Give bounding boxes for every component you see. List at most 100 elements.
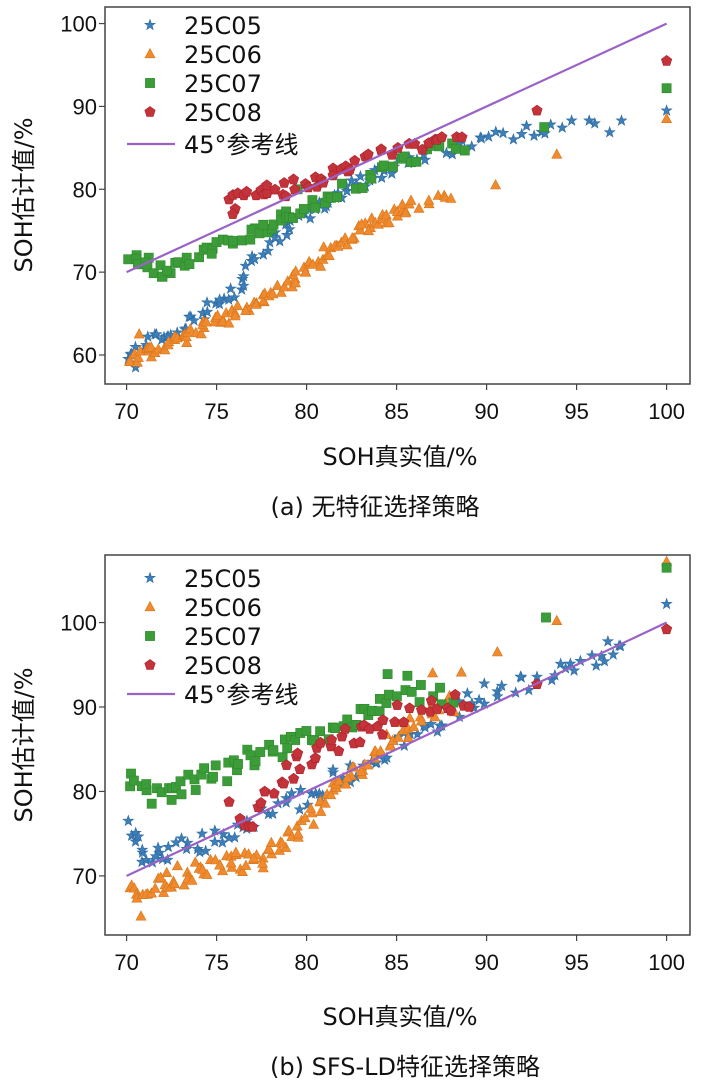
- triangle-marker: [325, 788, 337, 800]
- point-25c05-105: [565, 114, 578, 126]
- triangle-marker: [427, 667, 439, 678]
- pentagon-marker: [377, 714, 389, 725]
- triangle-marker: [661, 112, 673, 124]
- point-25c05-107: [588, 116, 601, 129]
- point-25c08-34: [398, 716, 410, 728]
- point-25c06-104: [392, 731, 404, 742]
- point-25c06-89: [346, 232, 358, 243]
- point-25c05-20: [196, 827, 209, 839]
- square-marker: [208, 771, 218, 782]
- star-marker: [482, 130, 495, 142]
- point-25c05-8: [140, 853, 153, 866]
- point-25c06-122: [661, 112, 673, 124]
- point-25c07-74: [166, 795, 177, 805]
- triangle-marker: [195, 328, 207, 339]
- point-25c07-5: [141, 779, 152, 789]
- point-25c05-88: [495, 679, 508, 692]
- triangle-marker: [132, 351, 144, 362]
- star-marker: [208, 824, 221, 836]
- pentagon-marker: [144, 106, 156, 117]
- square-marker: [357, 183, 368, 193]
- square-marker: [166, 795, 177, 805]
- point-25c06-60: [271, 279, 283, 290]
- point-25c06-110: [400, 206, 412, 218]
- star-marker: [136, 843, 149, 856]
- pentagon-marker: [309, 752, 321, 763]
- point-25c07-59: [381, 698, 392, 708]
- star-marker: [515, 127, 528, 140]
- point-25c07-47: [310, 202, 321, 213]
- point-25c05-94: [482, 130, 495, 142]
- point-25c05-87: [491, 690, 504, 702]
- pentagon-marker: [333, 745, 345, 756]
- triangle-marker: [323, 249, 335, 260]
- point-25c05-66: [345, 174, 358, 186]
- star-marker: [375, 171, 388, 184]
- point-25c07-67: [435, 682, 445, 693]
- square-marker: [233, 759, 243, 769]
- square-marker: [541, 612, 551, 623]
- triangle-marker: [267, 287, 279, 299]
- square-marker: [206, 248, 217, 259]
- point-25c06-119: [445, 192, 457, 203]
- star-marker: [607, 648, 620, 660]
- legend-label-25c08: 25C08: [184, 99, 262, 127]
- star-marker: [143, 571, 157, 584]
- star-marker: [601, 634, 614, 647]
- point-25c06-31: [197, 863, 209, 874]
- triangle-marker: [415, 715, 427, 726]
- star-marker: [615, 114, 628, 126]
- point-25c06-120: [135, 910, 147, 921]
- point-25c07-44: [298, 204, 309, 214]
- point-25c06-107: [402, 731, 414, 743]
- point-25c06-62: [276, 837, 288, 848]
- star-marker: [200, 296, 214, 308]
- triangle-marker: [319, 797, 331, 808]
- point-25c07-51: [332, 192, 342, 203]
- triangle-marker: [292, 828, 304, 839]
- star-marker: [614, 639, 627, 652]
- point-25c08-11: [280, 759, 293, 770]
- point-25c05-84: [478, 697, 491, 709]
- square-marker: [145, 78, 155, 88]
- square-marker: [450, 143, 461, 154]
- square-marker: [399, 151, 410, 162]
- point-25c06-57: [263, 843, 275, 854]
- point-25c07-26: [233, 759, 243, 769]
- point-25c06-75: [315, 260, 327, 271]
- triangle-marker: [223, 317, 235, 328]
- point-25c08-45: [531, 104, 543, 116]
- point-25c08-23: [339, 723, 351, 734]
- point-25c05-105: [598, 654, 611, 667]
- point-25c06-47: [243, 848, 255, 859]
- star-marker: [228, 291, 241, 303]
- point-25c07-39: [290, 735, 301, 745]
- triangle-marker: [445, 192, 457, 203]
- triangle-marker: [263, 843, 275, 854]
- point-25c07-27: [228, 236, 239, 246]
- point-25c06-37: [214, 859, 226, 870]
- panel-b-chart: 70 75 80 85 90 95 100 70 80 90 100 25C05 25C06 25…: [10, 554, 691, 1081]
- x-tick-label: 95: [564, 950, 588, 975]
- legend-marker-25c07: [145, 631, 155, 641]
- triangle-marker: [413, 202, 425, 213]
- point-25c07-31: [255, 747, 266, 757]
- star-marker: [598, 654, 611, 667]
- triangle-marker: [217, 864, 229, 876]
- pentagon-marker: [278, 177, 290, 188]
- point-25c08-38: [425, 694, 437, 706]
- point-25c05-51: [326, 763, 340, 775]
- legend-marker-25c06: [144, 47, 156, 59]
- y-tick-label: 90: [73, 94, 97, 119]
- point-25c07-12: [176, 789, 187, 800]
- point-25c08-42: [449, 688, 461, 700]
- point-25c06-68: [292, 828, 304, 839]
- point-25c05-99: [520, 119, 533, 132]
- point-25c07-34: [258, 219, 269, 230]
- pentagon-marker: [445, 704, 457, 716]
- point-25c06-27: [186, 874, 198, 885]
- triangle-marker: [209, 854, 221, 865]
- point-25c07-22: [222, 776, 233, 787]
- x-tick-label: 70: [114, 950, 138, 975]
- pentagon-marker: [425, 694, 437, 706]
